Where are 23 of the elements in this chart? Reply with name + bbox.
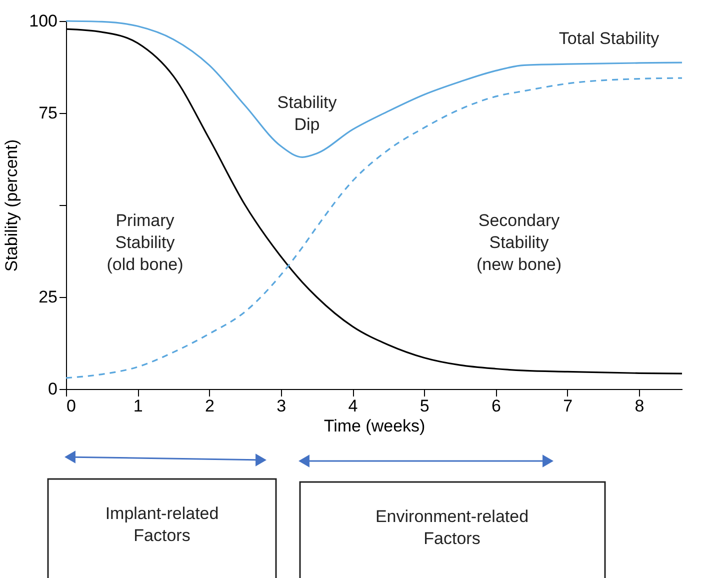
x-tick-label: 7	[563, 396, 573, 416]
x-tick-label: 0	[66, 396, 76, 416]
text: Implant-related Factors	[105, 504, 219, 545]
x-tick-label: 4	[348, 396, 358, 416]
x-tick-label: 2	[205, 396, 214, 416]
y-tick-label: 25	[38, 288, 58, 306]
annotation: Secondary Stability (new bone)	[476, 211, 562, 274]
line-series	[65, 77, 683, 379]
y-tick-label: 100	[29, 12, 58, 30]
annotation: Total Stability	[558, 29, 660, 48]
annotation: Stability Dip	[277, 93, 338, 134]
x-tick-label: 3	[276, 396, 286, 416]
annotation: Primary Stability (old bone)	[106, 211, 184, 274]
x-tick-label: 5	[420, 396, 430, 416]
y-tick-label: 75	[38, 104, 58, 122]
line-series	[65, 20, 683, 158]
x-tick-label: 1	[133, 396, 143, 416]
y-tick-label: 0	[48, 380, 58, 398]
x-tick-label: 6	[492, 396, 501, 416]
x-tick-label: 8	[634, 396, 644, 416]
text: Environment-related Factors	[375, 507, 529, 548]
x-axis-title: Time (weeks)	[324, 416, 426, 436]
y-axis-title: Stability (percent)	[2, 139, 22, 272]
